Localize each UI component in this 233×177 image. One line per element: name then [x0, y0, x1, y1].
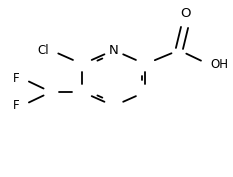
Text: Cl: Cl: [37, 44, 49, 57]
Text: N: N: [109, 44, 119, 57]
Text: F: F: [13, 72, 19, 85]
Text: F: F: [13, 99, 19, 112]
Text: OH: OH: [210, 58, 229, 71]
Text: O: O: [181, 7, 191, 20]
